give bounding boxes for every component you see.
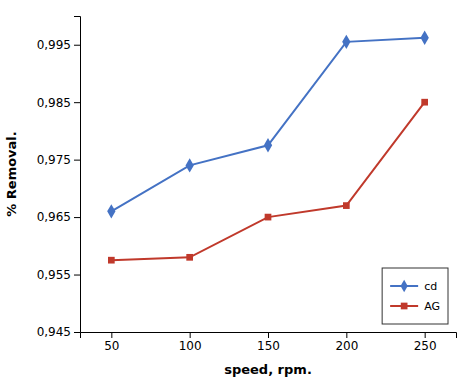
tick-label: 100 — [179, 339, 202, 353]
marker — [107, 204, 115, 218]
tick-label: 250 — [414, 339, 437, 353]
marker — [186, 254, 193, 261]
tick: 0,995 — [37, 38, 80, 52]
tick-mark — [74, 217, 80, 218]
tick: 100 — [179, 332, 202, 353]
marker — [343, 202, 350, 209]
marker — [264, 138, 272, 152]
tick-mark — [74, 45, 80, 46]
tick: 200 — [335, 332, 358, 353]
legend-label: AG — [424, 300, 440, 313]
legend-box — [382, 268, 448, 324]
tick-label: 0,955 — [37, 268, 71, 282]
legend-swatch — [401, 280, 408, 292]
legend: cd AG — [382, 268, 448, 324]
chart: 501001502002500,9450,9550,9650,9750,9850… — [0, 0, 474, 384]
tick: 0,945 — [37, 325, 80, 339]
tick-label: 0,945 — [37, 325, 71, 339]
series-line — [111, 102, 424, 260]
x-axis-title: speed, rpm. — [224, 362, 312, 377]
tick: 0,955 — [37, 268, 80, 282]
tick-mark — [346, 332, 347, 338]
legend-item: cd — [390, 280, 437, 293]
y-axis: 0,945 0,955 0,965 0,975 0,985 0,995 — [37, 17, 81, 340]
tick-label: 0,975 — [37, 153, 71, 167]
marks — [107, 31, 429, 264]
series-line — [111, 38, 424, 212]
tick: 150 — [257, 332, 280, 353]
tick-mark — [268, 332, 269, 338]
tick: 0,985 — [37, 96, 80, 110]
tick: 0,965 — [37, 210, 80, 224]
tick: 0,975 — [37, 153, 80, 167]
tick-label: 150 — [257, 339, 280, 353]
marker — [421, 99, 428, 106]
tick-label: 200 — [335, 339, 358, 353]
tick-mark — [74, 160, 80, 161]
tick-mark — [190, 332, 191, 338]
marker — [265, 214, 272, 221]
tick-mark — [425, 332, 426, 338]
tick-mark — [111, 332, 112, 338]
tick-mark — [74, 275, 80, 276]
y-axis-title: % Removal. — [4, 131, 19, 217]
tick: 50 — [104, 332, 119, 353]
marker — [186, 158, 194, 172]
tick-label: 0,985 — [37, 96, 71, 110]
marker — [421, 31, 429, 45]
legend-item: AG — [390, 300, 440, 313]
x-axis: 50 100 150 200 250 — [81, 332, 457, 353]
legend-swatch — [401, 303, 408, 310]
axis-line — [81, 333, 457, 339]
tick: 250 — [414, 332, 437, 353]
tick-label: 50 — [104, 339, 119, 353]
legend-label: cd — [424, 280, 437, 293]
marker — [342, 35, 350, 49]
tick-mark — [74, 332, 80, 333]
tick-label: 0,965 — [37, 210, 71, 224]
tick-label: 0,995 — [37, 38, 71, 52]
plot: 501001502002500,9450,9550,9650,9750,9850… — [37, 17, 457, 353]
tick-mark — [74, 102, 80, 103]
marker — [108, 257, 115, 264]
axis-line — [74, 17, 81, 333]
